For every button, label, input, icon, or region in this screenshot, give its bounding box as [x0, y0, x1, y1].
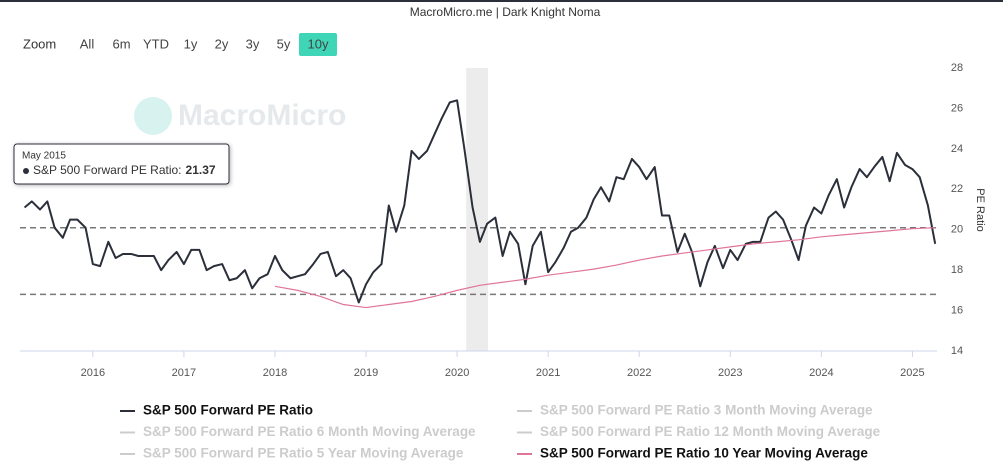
zoom-button-label: YTD [143, 36, 169, 51]
y-tick-label: 24 [951, 143, 963, 155]
x-tick-label: 2021 [536, 367, 560, 379]
zoom-button[interactable]: 6m [112, 36, 130, 51]
watermark: MacroMicro [178, 99, 346, 132]
y-tick-label: 22 [951, 183, 963, 195]
y-tick-label: 14 [951, 345, 963, 357]
legend-label: S&P 500 Forward PE Ratio 10 Year Moving … [540, 446, 868, 461]
chart-title: MacroMicro.me | Dark Knight Noma [410, 5, 601, 19]
shaded-band [466, 68, 489, 351]
legend-label: S&P 500 Forward PE Ratio [143, 403, 313, 418]
tooltip-label: S&P 500 Forward PE Ratio: [33, 163, 182, 177]
zoom-button[interactable]: 10y [299, 33, 337, 56]
watermark-icon [134, 97, 172, 135]
zoom-button[interactable]: 3y [246, 36, 260, 51]
zoom-button[interactable]: 2y [215, 36, 229, 51]
x-tick-label: 2017 [172, 367, 196, 379]
legend-item[interactable]: S&P 500 Forward PE Ratio 12 Month Moving… [517, 424, 881, 439]
legend-item[interactable]: S&P 500 Forward PE Ratio 3 Month Moving … [517, 403, 873, 418]
zoom-button-bg [299, 33, 337, 56]
legend-label: S&P 500 Forward PE Ratio 6 Month Moving … [143, 424, 476, 439]
legend-item[interactable]: S&P 500 Forward PE Ratio 6 Month Moving … [120, 424, 476, 439]
x-tick-label: 2018 [263, 367, 287, 379]
zoom-button-label: 6m [112, 36, 130, 51]
legend-item[interactable]: S&P 500 Forward PE Ratio 5 Year Moving A… [120, 446, 464, 461]
zoom-button-label: 5y [277, 36, 291, 51]
y-tick-label: 28 [951, 62, 963, 74]
zoom-button[interactable]: YTD [143, 36, 169, 51]
legend-item[interactable]: S&P 500 Forward PE Ratio [120, 403, 313, 418]
zoom-button[interactable]: 5y [277, 36, 291, 51]
y-axis-label: PE Ratio [974, 188, 986, 231]
x-tick-label: 2023 [718, 367, 742, 379]
zoom-button-label: 2y [215, 36, 229, 51]
y-tick-label: 18 [951, 264, 963, 276]
x-tick-label: 2022 [627, 367, 651, 379]
tooltip-date: May 2015 [22, 151, 66, 162]
x-tick-label: 2025 [900, 367, 924, 379]
y-tick-label: 26 [951, 102, 963, 114]
tooltip-text: S&P 500 Forward PE Ratio: 21.37 [33, 163, 216, 177]
zoom-button-label: 1y [184, 36, 198, 51]
legend-label: S&P 500 Forward PE Ratio 3 Month Moving … [540, 403, 873, 418]
zoom-button[interactable]: 1y [184, 36, 198, 51]
y-tick-label: 20 [951, 224, 963, 236]
series-line [274, 227, 936, 309]
zoom-button-label: 10y [308, 36, 329, 51]
x-tick-label: 2019 [354, 367, 378, 379]
tooltip-box [13, 143, 230, 185]
zoom-button-label: 3y [246, 36, 260, 51]
tooltip-bullet [23, 168, 29, 174]
zoom-button[interactable]: All [80, 36, 95, 51]
legend-label: S&P 500 Forward PE Ratio 5 Year Moving A… [143, 446, 464, 461]
legend-label: S&P 500 Forward PE Ratio 12 Month Moving… [540, 424, 881, 439]
x-tick-label: 2024 [809, 367, 833, 379]
series-line [23, 99, 937, 304]
x-tick-label: 2016 [81, 367, 105, 379]
y-tick-label: 16 [951, 304, 963, 316]
zoom-button-label: All [80, 36, 95, 51]
tooltip-value: 21.37 [186, 163, 216, 177]
legend-item[interactable]: S&P 500 Forward PE Ratio 10 Year Moving … [517, 446, 868, 461]
x-tick-label: 2020 [445, 367, 469, 379]
zoom-label: Zoom [23, 36, 56, 51]
